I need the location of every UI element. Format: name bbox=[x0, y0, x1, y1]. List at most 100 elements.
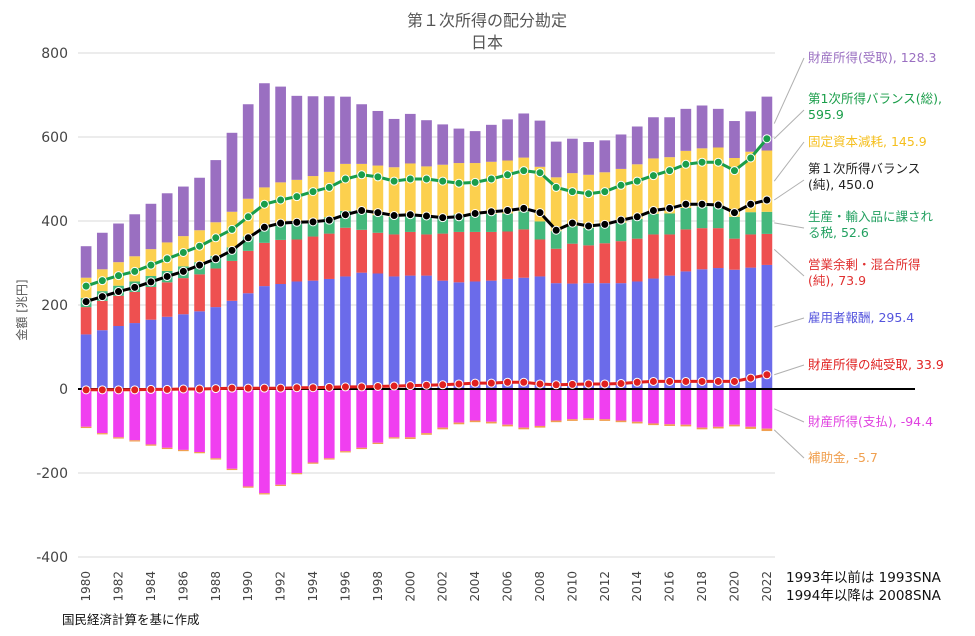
bar-segment bbox=[729, 158, 740, 217]
bar-segment bbox=[194, 274, 205, 312]
legend-label: 財産所得の純受取, 33.9 bbox=[808, 357, 944, 372]
legend-leader-line bbox=[773, 179, 805, 201]
bar-segment bbox=[680, 207, 692, 230]
bar-segment-negative bbox=[356, 389, 368, 448]
legend-label: 595.9 bbox=[808, 107, 844, 122]
legend-leader-line bbox=[773, 429, 805, 459]
bar-segment bbox=[421, 216, 432, 235]
bar-segment-negative bbox=[696, 427, 708, 430]
bar-segment bbox=[307, 176, 319, 221]
bar-segment bbox=[161, 193, 173, 243]
bar-segment bbox=[664, 157, 675, 214]
bar-segment bbox=[615, 134, 627, 169]
bar-segment-negative bbox=[680, 424, 692, 427]
bar-segment bbox=[404, 163, 416, 214]
bar-segment-negative bbox=[96, 389, 108, 434]
bar-segment-negative bbox=[421, 389, 432, 434]
series-point bbox=[713, 200, 723, 210]
bar-segment bbox=[356, 229, 368, 273]
bar-segment-negative bbox=[648, 389, 659, 424]
bar-segment-negative bbox=[631, 389, 643, 422]
bar-segment-negative bbox=[340, 389, 351, 452]
series-point bbox=[227, 383, 237, 393]
bar-segment bbox=[210, 268, 222, 308]
bar-segment-negative bbox=[696, 389, 708, 428]
bar-segment bbox=[631, 238, 643, 282]
bar-segment bbox=[453, 214, 465, 232]
series-point bbox=[373, 172, 383, 182]
bar-segment bbox=[583, 174, 594, 228]
bar-segment-negative bbox=[356, 447, 368, 450]
bar-segment bbox=[388, 216, 400, 235]
series-point bbox=[470, 177, 480, 187]
series-point bbox=[227, 224, 237, 234]
series-point bbox=[600, 379, 610, 389]
bar-segment bbox=[404, 231, 416, 276]
series-point bbox=[405, 381, 415, 391]
chart-title: 第１次所得の配分勘定 bbox=[407, 11, 567, 30]
bar-segment-negative bbox=[145, 389, 157, 445]
bar-segment bbox=[745, 111, 757, 152]
bar-segment bbox=[453, 231, 465, 283]
bar-segment bbox=[356, 212, 368, 230]
series-point bbox=[584, 379, 594, 389]
bar-segment-negative bbox=[453, 422, 465, 425]
bar-segment-negative bbox=[129, 389, 141, 441]
bar-segment bbox=[210, 160, 222, 223]
bar-segment-negative bbox=[680, 389, 692, 425]
bar-segment bbox=[388, 234, 400, 277]
bar-segment-negative bbox=[485, 389, 497, 422]
bar-segment bbox=[404, 275, 416, 389]
series-point bbox=[405, 210, 415, 220]
bar-segment-negative bbox=[761, 428, 773, 432]
series-point bbox=[551, 182, 561, 192]
bar-segment bbox=[307, 96, 319, 177]
bar-segment-negative bbox=[745, 426, 757, 429]
series-point bbox=[503, 170, 513, 180]
bar-segment bbox=[534, 276, 546, 389]
bar-segment bbox=[518, 229, 530, 278]
bar-segment bbox=[712, 206, 724, 229]
bar-segment-negative bbox=[226, 389, 238, 469]
bar-segment-negative bbox=[242, 486, 254, 488]
bar-segment-negative bbox=[323, 389, 335, 459]
legend-label: 営業余剰・混合所得 bbox=[808, 257, 921, 272]
bar-segment bbox=[372, 273, 384, 389]
series-point bbox=[697, 157, 707, 167]
bar-segment-negative bbox=[550, 420, 562, 423]
bar-segment bbox=[129, 291, 141, 324]
bar-segment bbox=[145, 319, 157, 389]
series-point bbox=[729, 208, 739, 218]
bar-segment bbox=[421, 120, 432, 167]
legend-leader-line bbox=[773, 141, 805, 182]
bar-segment bbox=[453, 163, 465, 215]
bar-segment-negative bbox=[469, 389, 481, 421]
bar-segment-negative bbox=[96, 433, 108, 435]
series-point bbox=[259, 222, 269, 232]
bar-segment-negative bbox=[518, 389, 530, 428]
bar-segment-negative bbox=[550, 389, 562, 421]
bar-segment-negative bbox=[323, 458, 335, 460]
bar-segment bbox=[729, 238, 740, 270]
x-tick-label: 2012 bbox=[598, 571, 612, 602]
series-point bbox=[195, 260, 205, 270]
series-point bbox=[97, 385, 107, 395]
series-point bbox=[340, 210, 350, 220]
series-point bbox=[81, 281, 91, 291]
x-tick-label: 1998 bbox=[371, 571, 385, 602]
bar-segment-negative bbox=[712, 426, 724, 429]
bar-segment bbox=[226, 260, 238, 301]
series-point bbox=[324, 215, 334, 225]
bar-segment bbox=[761, 264, 773, 389]
series-point bbox=[729, 166, 739, 176]
bar-segment bbox=[340, 96, 351, 164]
bar-segment-negative bbox=[712, 389, 724, 427]
bar-segment bbox=[680, 271, 692, 389]
bar-segment bbox=[550, 231, 562, 249]
bar-segment bbox=[761, 233, 773, 265]
bar-segment bbox=[421, 234, 432, 276]
bar-segment bbox=[323, 96, 335, 172]
series-point bbox=[535, 208, 545, 218]
bar-segment bbox=[567, 226, 578, 244]
legend-label: 財産所得(受取), 128.3 bbox=[808, 50, 937, 65]
